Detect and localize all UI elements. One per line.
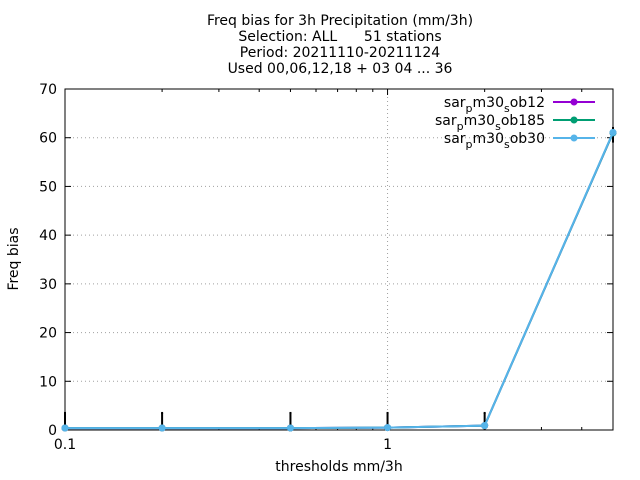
series-3-point xyxy=(481,422,489,430)
series-3-point xyxy=(286,424,294,432)
chart-title-line-2: Selection: ALL 51 stations xyxy=(238,29,441,45)
series-line-2 xyxy=(65,132,614,430)
y-tick-label: 30 xyxy=(39,277,57,293)
legend-label-part: p xyxy=(457,120,464,133)
legend-label-part: sar xyxy=(444,95,466,111)
plot-frame xyxy=(64,88,614,431)
legend-label-part: p xyxy=(466,138,473,151)
chart-title-line-3: Period: 20211110-20211124 xyxy=(240,45,440,61)
legend-marker-2 xyxy=(570,116,578,124)
y-tick-label: 70 xyxy=(39,82,57,98)
y-tick-label: 20 xyxy=(39,326,57,342)
legend-label-part: sar xyxy=(435,113,457,129)
series-3-point xyxy=(61,424,69,432)
error-bars xyxy=(64,126,614,430)
y-axis-label: Freq bias xyxy=(6,227,22,290)
y-tick-label: 40 xyxy=(39,228,57,244)
legend-label-part: ob30 xyxy=(510,131,545,147)
legend-label-part: m30 xyxy=(473,131,504,147)
legend-label-part: s xyxy=(495,120,501,133)
series-3-point xyxy=(158,424,166,432)
x-axis-label: thresholds mm/3h xyxy=(275,459,402,475)
series-line-3 xyxy=(65,131,614,430)
series-3-point xyxy=(384,424,392,432)
series-3-point xyxy=(609,128,617,136)
y-tick-label: 10 xyxy=(39,374,57,390)
x-tick-label: 1 xyxy=(383,437,392,453)
legend-label-part: m30 xyxy=(473,95,504,111)
legend-label-part: m30 xyxy=(464,113,495,129)
y-tick-label: 0 xyxy=(48,423,57,439)
legend-marker-1 xyxy=(570,98,578,106)
y-tick-label: 60 xyxy=(39,131,57,147)
legend-label-3: sarpm30sob30 xyxy=(444,131,545,151)
legend-label-2: sarpm30sob185 xyxy=(435,113,545,133)
legend-label-part: ob12 xyxy=(510,95,545,111)
chart-title-line-4: Used 00,06,12,18 + 03 04 ... 36 xyxy=(228,61,453,77)
series-line-1 xyxy=(65,132,614,430)
legend-label-1: sarpm30sob12 xyxy=(444,95,545,115)
legend-label-part: ob185 xyxy=(501,113,545,129)
chart-title-line-1: Freq bias for 3h Precipitation (mm/3h) xyxy=(207,13,473,29)
series-layer xyxy=(61,128,617,432)
legend-label-part: sar xyxy=(444,131,466,147)
y-tick-label: 50 xyxy=(39,179,57,195)
legend-label-part: p xyxy=(466,102,473,115)
legend-label-part: s xyxy=(504,138,510,151)
y-axis: 0 10 20 30 40 50 60 70 xyxy=(39,82,613,439)
grid xyxy=(65,89,613,430)
legend-marker-3 xyxy=(570,134,578,142)
x-tick-label: 0.1 xyxy=(54,437,76,453)
chart-title: Freq bias for 3h Precipitation (mm/3h) S… xyxy=(207,13,473,77)
legend-label-part: s xyxy=(504,102,510,115)
